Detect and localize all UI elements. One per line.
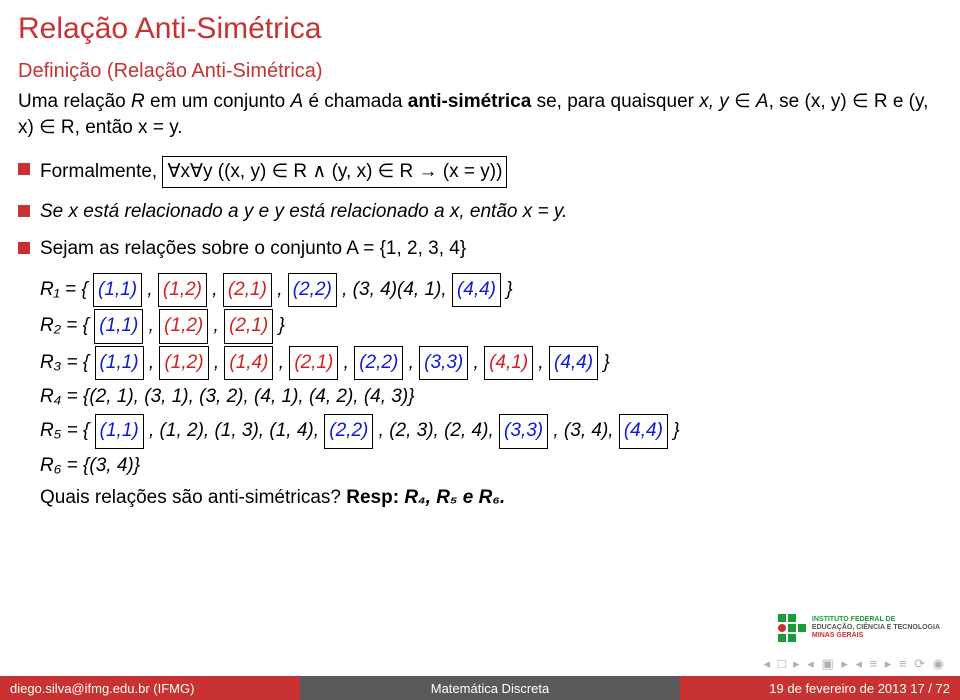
question-text: Quais relações são anti-simétricas? bbox=[40, 487, 346, 508]
r1-p4: (2,2) bbox=[288, 273, 337, 307]
r3-p4: (2,1) bbox=[289, 346, 338, 380]
r3-p3: (1,4) bbox=[224, 346, 273, 380]
def-bold: anti-simétrica bbox=[408, 91, 532, 112]
r5-p3: (3,3) bbox=[499, 414, 548, 448]
definition-heading: Definição (Relação Anti-Simétrica) bbox=[18, 60, 942, 83]
r5-p2: (2,2) bbox=[324, 414, 373, 448]
r2-p1: (1,1) bbox=[94, 309, 143, 343]
def-after: é chamada bbox=[308, 91, 407, 112]
r5-p1: (1,1) bbox=[95, 414, 144, 448]
bullet-icon bbox=[18, 163, 30, 175]
slide-title: Relação Anti-Simétrica bbox=[18, 12, 942, 46]
bullet-formally: Formalmente, ∀x∀y ((x, y) ∈ R ∧ (y, x) ∈… bbox=[18, 156, 942, 188]
r3-p8: (4,4) bbox=[549, 346, 598, 380]
r5-row: R₅ = { (1,1) , (1, 2), (1, 3), (1, 4), (… bbox=[40, 414, 942, 448]
bullet1-box: ∀x∀y ((x, y) ∈ R ∧ (y, x) ∈ R → (x = y)) bbox=[162, 156, 507, 188]
r5-mid3: , (3, 4), bbox=[553, 420, 613, 441]
definition-body: Uma relação R em um conjunto A é chamada… bbox=[18, 89, 942, 140]
r1-mid: , (3, 4)(4, 1), bbox=[342, 279, 447, 300]
r1-row: R₁ = { (1,1) , (1,2) , (2,1) , (2,2) , (… bbox=[40, 273, 942, 307]
answer-label: Resp: bbox=[346, 487, 404, 508]
bullet-icon bbox=[18, 242, 30, 254]
bullet1-pre: Formalmente, bbox=[40, 161, 162, 182]
r2-label: R₂ = { bbox=[40, 315, 89, 336]
r6-row: R₆ = {(3, 4)} bbox=[40, 451, 942, 481]
institution-logo: INSTITUTO FEDERAL DE EDUCAÇÃO, CIÊNCIA E… bbox=[778, 614, 940, 642]
nav-icons[interactable]: ◂ □ ▸ ◂ ▣ ▸ ◂ ≡ ▸ ≡ ⟳ ◉ bbox=[764, 656, 946, 672]
r5-label: R₅ = { bbox=[40, 420, 89, 441]
footer-author: diego.silva@ifmg.edu.br (IFMG) bbox=[0, 676, 300, 700]
def-pre: Uma relação bbox=[18, 91, 131, 112]
question-row: Quais relações são anti-simétricas? Resp… bbox=[40, 483, 942, 513]
footer: diego.silva@ifmg.edu.br (IFMG) Matemátic… bbox=[0, 676, 960, 700]
r3-label: R₃ = { bbox=[40, 352, 89, 373]
logo-line3: MINAS GERAIS bbox=[812, 632, 863, 639]
bullet2-text: Se x está relacionado a y e y está relac… bbox=[40, 201, 567, 222]
r3-row: R₃ = { (1,1) , (1,2) , (1,4) , (2,1) , (… bbox=[40, 346, 942, 380]
r3-p6: (3,3) bbox=[419, 346, 468, 380]
r2-row: R₂ = { (1,1) , (1,2) , (2,1) } bbox=[40, 309, 942, 343]
r1-p1: (1,1) bbox=[93, 273, 142, 307]
r2-p2: (1,2) bbox=[159, 309, 208, 343]
r4-row: R₄ = {(2, 1), (3, 1), (3, 2), (4, 1), (4… bbox=[40, 382, 942, 412]
logo-line1: INSTITUTO FEDERAL DE bbox=[812, 616, 895, 623]
footer-title: Matemática Discreta bbox=[300, 676, 680, 700]
r1-label: R₁ = { bbox=[40, 279, 88, 300]
r5-mid1: , (1, 2), (1, 3), (1, 4), bbox=[149, 420, 319, 441]
logo-line2: EDUCAÇÃO, CIÊNCIA E TECNOLOGIA bbox=[812, 624, 940, 631]
r3-p2: (1,2) bbox=[159, 346, 208, 380]
def-tail: se, para quaisquer bbox=[537, 91, 700, 112]
bullet-relations: Sejam as relações sobre o conjunto A = {… bbox=[18, 235, 942, 263]
bullet3-text: Sejam as relações sobre o conjunto A = {… bbox=[40, 235, 942, 263]
r5-p4: (4,4) bbox=[619, 414, 668, 448]
def-mid: em um conjunto bbox=[150, 91, 290, 112]
r3-p1: (1,1) bbox=[95, 346, 144, 380]
r3-p5: (2,2) bbox=[354, 346, 403, 380]
bullet-icon bbox=[18, 205, 30, 217]
r1-p2: (1,2) bbox=[158, 273, 207, 307]
r5-mid2: , (2, 3), (2, 4), bbox=[379, 420, 494, 441]
r1-p3: (2,1) bbox=[223, 273, 272, 307]
r2-p3: (2,1) bbox=[224, 309, 273, 343]
r3-p7: (4,1) bbox=[484, 346, 533, 380]
answer-text: R₄, R₅ e R₆. bbox=[404, 487, 505, 508]
bullet-explanation: Se x está relacionado a y e y está relac… bbox=[18, 198, 942, 226]
footer-page: 19 de fevereiro de 2013 17 / 72 bbox=[680, 676, 960, 700]
r1-p5: (4,4) bbox=[452, 273, 501, 307]
relations-list: R₁ = { (1,1) , (1,2) , (2,1) , (2,2) , (… bbox=[40, 273, 942, 514]
